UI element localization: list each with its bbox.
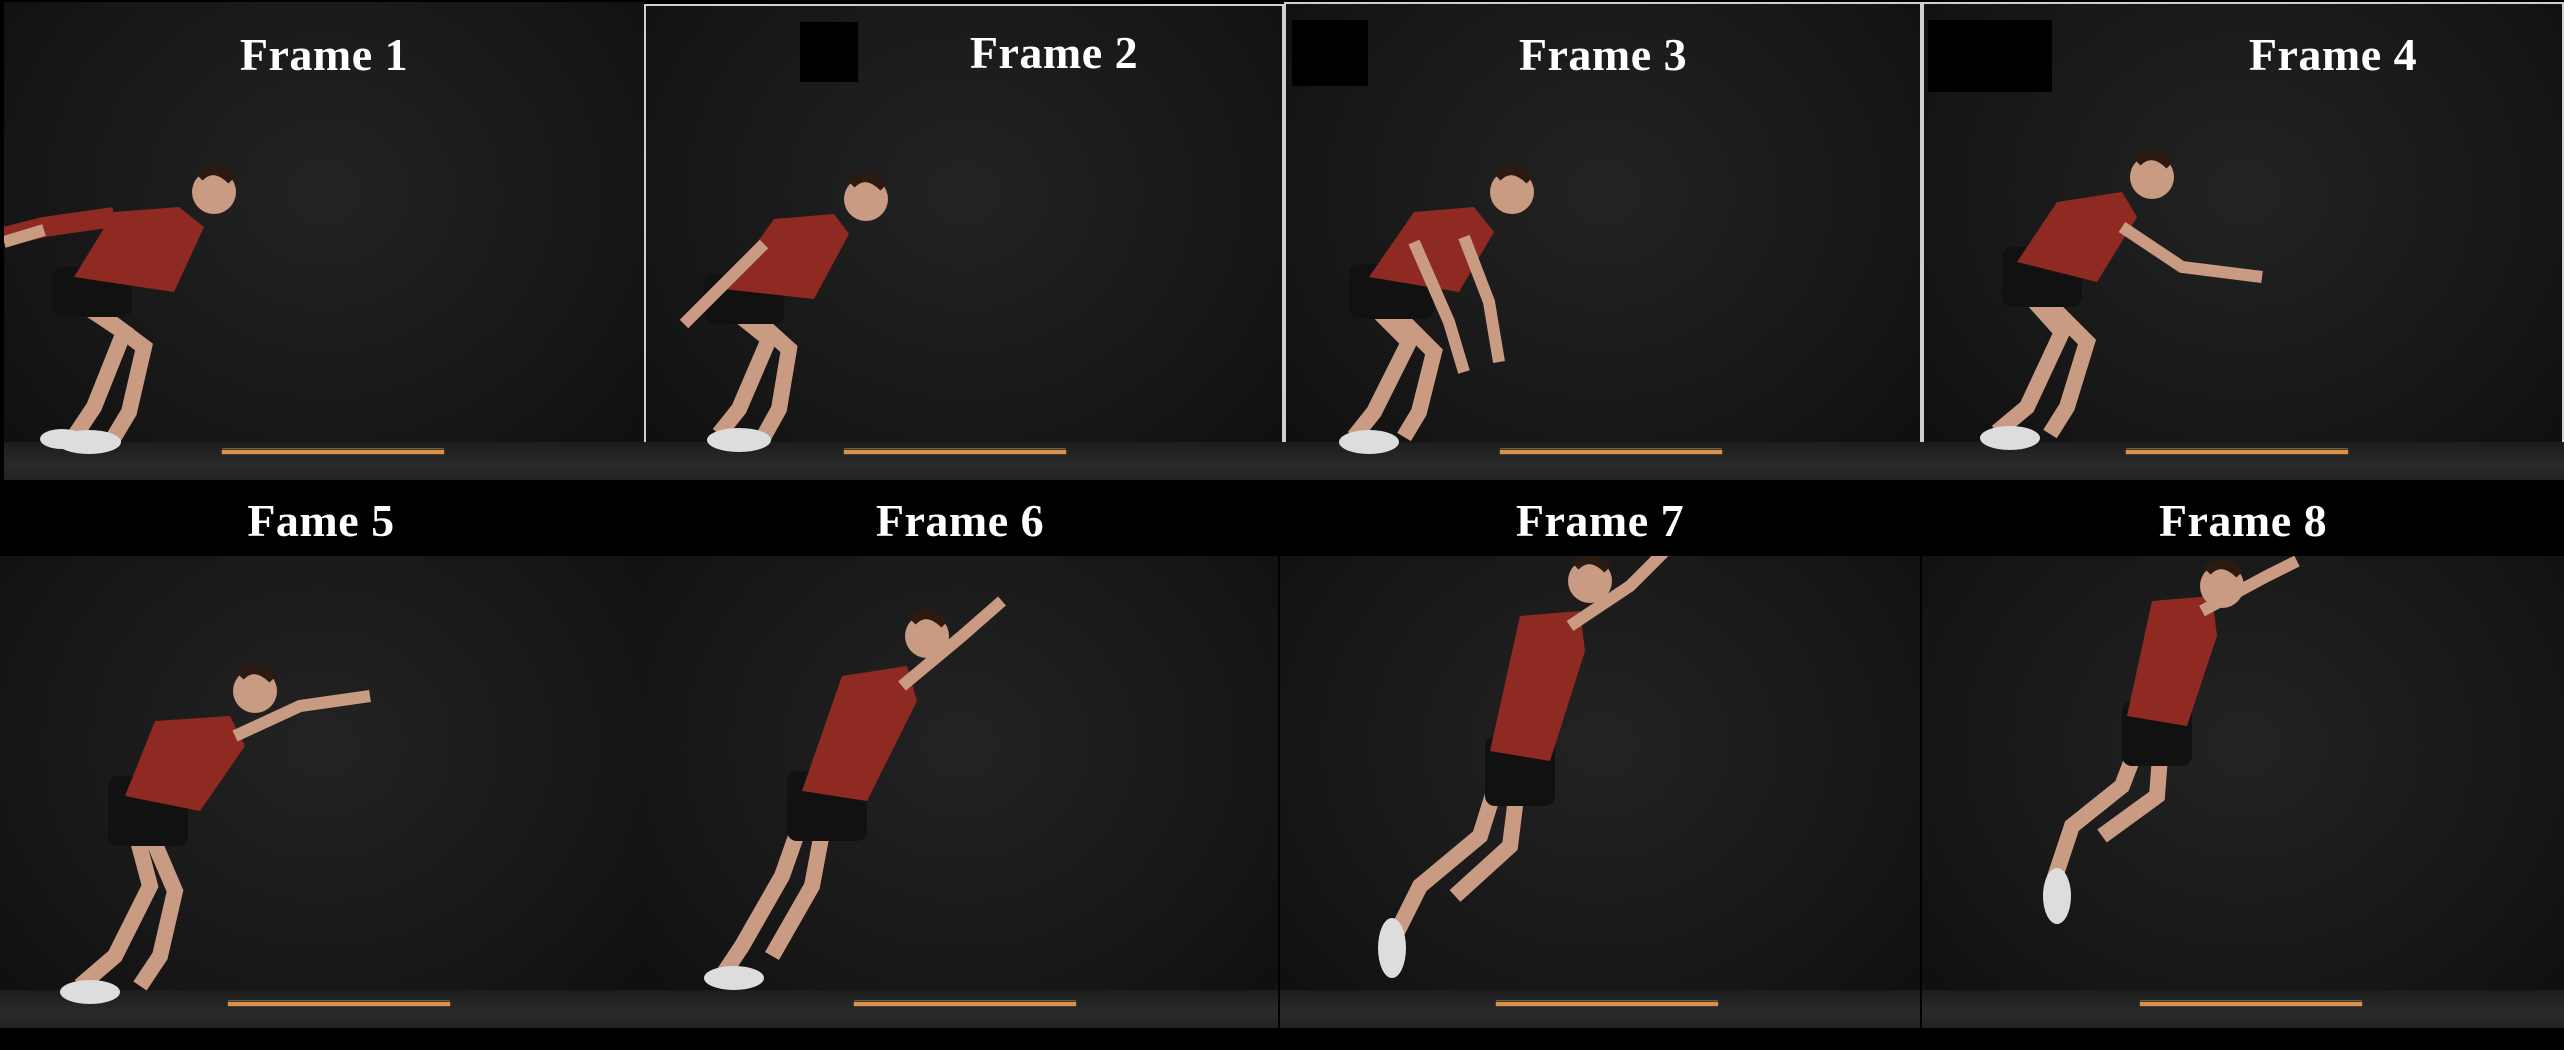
- athlete-pose-crouch-arms-down: [679, 172, 888, 452]
- athlete-figure: [1339, 165, 1534, 454]
- frame-5-panel: [0, 556, 642, 1028]
- label-band: [0, 488, 2564, 554]
- frame-8-label: Frame 8: [2158, 495, 2328, 546]
- athlete-pose-takeoff: [704, 596, 1006, 990]
- floor-tape-marker: [1500, 448, 1722, 454]
- athlete-figure: [704, 596, 1006, 990]
- redaction-box: [1928, 20, 2052, 92]
- frame-label: Frame 3: [1518, 29, 1688, 80]
- frame-6-label: Frame 6: [875, 495, 1045, 546]
- athlete-figure: [2043, 556, 2300, 924]
- frame-2-panel: Frame 2: [644, 4, 1284, 480]
- athlete-figure: [1980, 150, 2263, 450]
- athlete-figure: [679, 172, 888, 452]
- athlete-pose-crouch-arms-low: [1339, 165, 1534, 454]
- floor-tape-marker: [2126, 448, 2348, 454]
- frame-4-panel: Frame 4: [1922, 2, 2564, 480]
- athlete-pose-crouch-arms-back: [4, 165, 236, 454]
- frame-6-panel: [642, 556, 1278, 1028]
- athlete-pose-arms-forward: [1980, 150, 2263, 450]
- bottom-border: [0, 1028, 2564, 1050]
- floor-tape-marker: [2140, 1000, 2362, 1006]
- athlete-figure: [1378, 556, 1669, 978]
- redaction-box: [800, 22, 858, 82]
- floor-tape-marker: [1496, 1000, 1718, 1006]
- frame-5-label: Fame 5: [247, 495, 395, 546]
- frame-7-panel: [1280, 556, 1920, 1028]
- redaction-box: [1292, 20, 1368, 86]
- frame-1-panel: Frame 1: [4, 2, 644, 480]
- athlete-pose-extend-arms-forward: [60, 664, 371, 1004]
- floor-tape-marker: [844, 448, 1066, 454]
- athlete-pose-flight-early: [1378, 556, 1669, 978]
- athlete-figure: [4, 165, 236, 454]
- floor-tape-marker: [222, 448, 444, 454]
- athlete-pose-flight-late: [2043, 556, 2300, 924]
- frame-label: Frame 1: [239, 29, 409, 80]
- frame-7-label: Frame 7: [1515, 495, 1685, 546]
- floor-tape-marker: [854, 1000, 1076, 1006]
- frame-label: Frame 2: [969, 27, 1139, 78]
- frame-3-panel: Frame 3: [1284, 2, 1922, 480]
- floor-tape-marker: [228, 1000, 450, 1006]
- frame-label: Frame 4: [2248, 29, 2418, 80]
- athlete-figure: [60, 664, 371, 1004]
- frame-8-panel: [1922, 556, 2564, 1028]
